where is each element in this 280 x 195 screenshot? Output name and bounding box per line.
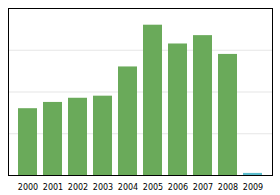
svg-text:2009: 2009 [243,183,263,192]
svg-text:2006: 2006 [168,183,188,192]
svg-text:2000: 2000 [18,183,38,192]
svg-text:2008: 2008 [218,183,238,192]
svg-text:2002: 2002 [68,183,88,192]
svg-text:2005: 2005 [143,183,163,192]
svg-text:2003: 2003 [93,183,113,192]
svg-text:2001: 2001 [43,183,63,192]
svg-text:2007: 2007 [193,183,213,192]
svg-text:2004: 2004 [118,183,138,192]
